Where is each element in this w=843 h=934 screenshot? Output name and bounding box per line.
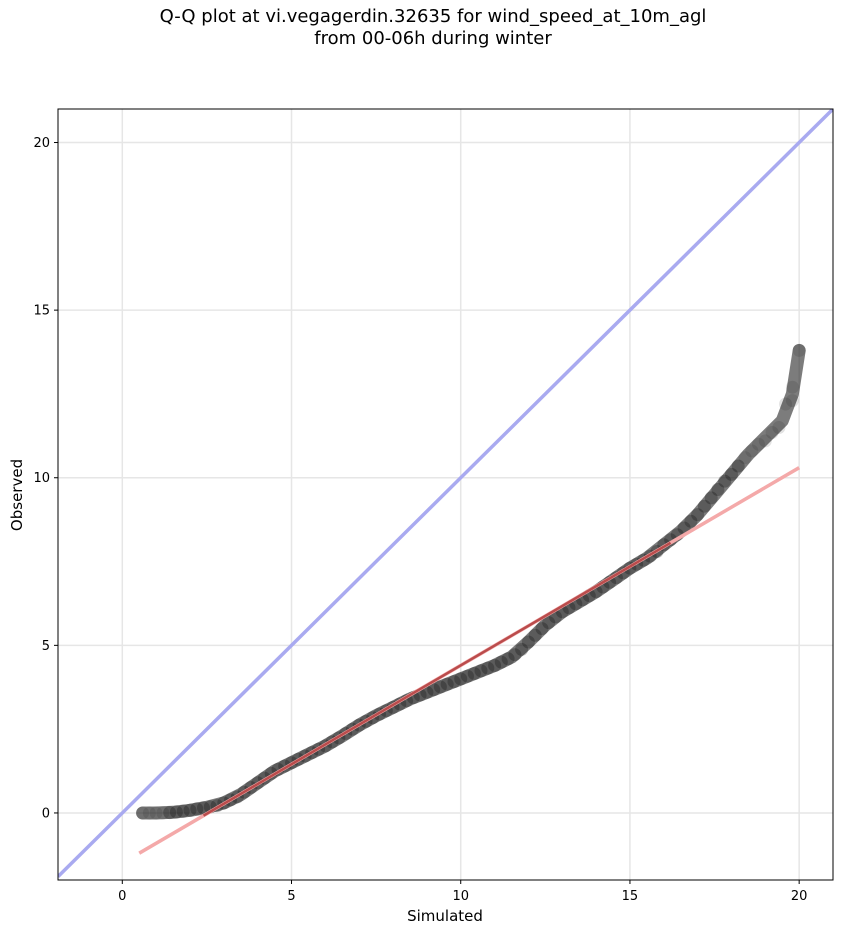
qq-point [433,680,447,694]
reference-line [58,109,833,878]
y-tick-label: 20 [33,136,50,151]
quantile-band [136,343,806,820]
qq-point [467,667,481,680]
x-tick-label: 10 [452,889,469,904]
qq-point [704,491,718,505]
qq-point [765,426,779,439]
qq-point [183,803,197,817]
qq-point [461,669,474,683]
x-axis: 0 5 10 15 20 [118,880,807,904]
points-layer [136,343,806,820]
qq-point [481,661,495,675]
x-tick-label: 5 [287,889,295,904]
qq-point [190,802,204,816]
qq-point [792,343,806,357]
qq-point [474,664,488,678]
qq-point [738,451,752,465]
plot-frame [57,108,834,881]
y-tick-label: 10 [33,471,50,486]
qq-point [163,806,177,820]
y-axis-label: Observed [8,459,26,531]
qq-point [488,659,502,672]
qq-point [711,483,725,496]
x-tick-label: 15 [622,889,639,904]
qq-point [752,437,765,451]
qq-point [758,434,772,448]
y-axis: 0 5 10 15 20 [33,136,58,821]
qq-point [528,628,542,642]
lines-layer [58,109,833,878]
qq-point [427,683,441,697]
x-axis-label: Simulated [407,907,483,925]
qq-point [779,397,793,411]
qq-point [149,806,163,820]
qq-point [785,380,799,394]
quantile-curve-layer [136,343,806,820]
chart-title: Q-Q plot at vi.vegagerdin.32635 for wind… [159,6,707,27]
qq-point [447,675,461,689]
qq-point [697,499,711,513]
qq-point [142,806,156,820]
y-tick-label: 0 [42,806,50,821]
chart-subtitle: from 00-06h during winter [314,28,552,49]
qq-point [521,635,535,649]
qq-point [731,459,745,473]
qq-point [725,467,738,481]
fit-line-overlap [202,541,672,817]
qq-point [718,474,732,488]
y-tick-label: 15 [33,304,50,319]
qq-point [501,652,515,666]
qq-point [745,444,759,458]
qq-point [684,514,698,528]
qq-point [454,672,468,686]
qq-point [169,805,183,819]
qq-point [772,421,786,434]
grid-lines [58,109,833,880]
qq-point [176,804,190,818]
chart-title-block: Q-Q plot at vi.vegagerdin.32635 for wind… [0,6,843,50]
qq-point [542,616,556,630]
qq-point [136,806,150,820]
qq-point [440,677,454,691]
qq-point [197,801,210,815]
qq-point [785,394,799,408]
qq-point [494,655,508,669]
qq-point [156,806,170,820]
qq-point [535,622,549,636]
x-tick-label: 20 [791,889,808,904]
x-tick-label: 0 [118,889,126,904]
y-tick-label: 5 [42,639,50,654]
qq-point [691,508,705,522]
qq-point [508,648,522,662]
qq-point [515,642,529,656]
